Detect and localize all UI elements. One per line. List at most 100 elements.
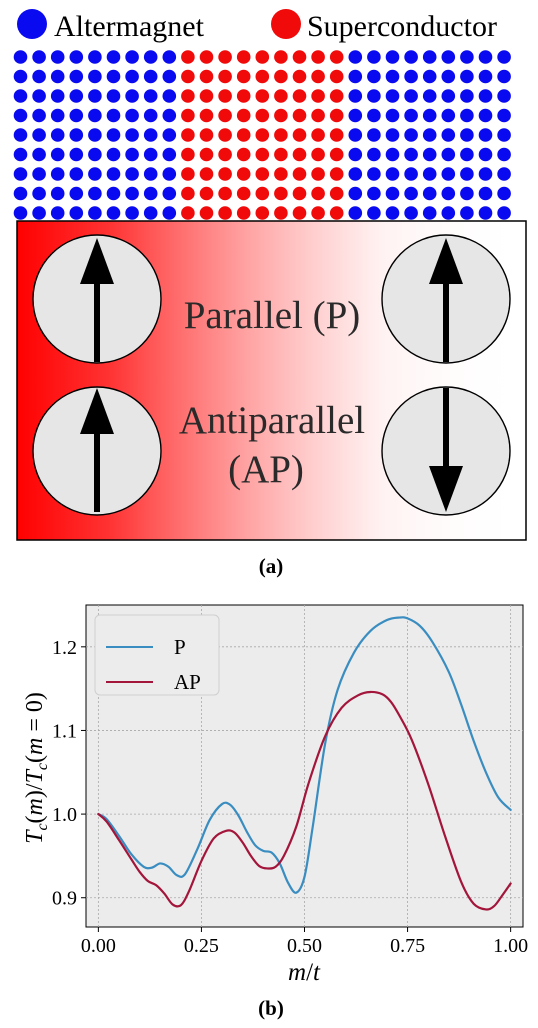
superconductor-site — [181, 108, 195, 123]
altermagnet-site — [143, 206, 158, 220]
altermagnet-site — [69, 108, 84, 123]
altermagnet-site — [13, 128, 28, 142]
altermagnet-site — [404, 147, 418, 162]
figure-a: Altermagnet Superconductor — [13, 9, 527, 578]
altermagnet-site — [106, 108, 121, 123]
superconductor-site — [181, 147, 195, 162]
altermagnet-site — [106, 69, 121, 84]
altermagnet-site — [422, 108, 437, 123]
altermagnet-site — [404, 89, 418, 103]
superconductor-site — [218, 128, 232, 142]
altermagnet-site — [88, 186, 102, 201]
altermagnet-site — [13, 167, 28, 181]
altermagnet-site — [385, 50, 400, 64]
altermagnet-site — [162, 108, 177, 123]
superconductor-site — [199, 89, 214, 103]
altermagnet-site — [69, 167, 84, 181]
altermagnet-site — [162, 89, 177, 103]
altermagnet-site — [497, 69, 511, 84]
superconductor-site — [274, 69, 288, 84]
legend-label-ap: AP — [174, 670, 201, 694]
altermagnet-legend-marker — [17, 9, 47, 39]
altermagnet-site — [348, 206, 363, 220]
superconductor-site — [329, 128, 344, 142]
superconductor-site — [218, 147, 232, 162]
superconductor-site — [255, 89, 270, 103]
superconductor-site — [255, 206, 270, 220]
altermagnet-site — [32, 89, 46, 103]
superconductor-site — [255, 186, 270, 201]
altermagnet-site — [106, 167, 121, 181]
superconductor-site — [311, 206, 325, 220]
antiparallel-abbrev-label: (AP) — [228, 448, 304, 491]
superconductor-site — [199, 128, 214, 142]
altermagnet-site — [50, 128, 65, 142]
superconductor-site — [311, 89, 325, 103]
superconductor-site — [255, 50, 270, 64]
altermagnet-site — [478, 128, 493, 142]
altermagnet-site — [32, 108, 46, 123]
altermagnet-site — [50, 108, 65, 123]
arrow-up-icon — [80, 238, 114, 362]
altermagnet-site — [460, 108, 474, 123]
altermagnet-site — [367, 89, 381, 103]
altermagnet-site — [460, 128, 474, 142]
altermagnet-site — [478, 147, 493, 162]
altermagnet-site — [422, 69, 437, 84]
altermagnet-site — [143, 167, 158, 181]
superconductor-site — [181, 186, 195, 201]
altermagnet-site — [106, 147, 121, 162]
altermagnet-site — [125, 167, 139, 181]
altermagnet-site — [106, 128, 121, 142]
superconductor-site — [181, 89, 195, 103]
altermagnet-site — [32, 147, 46, 162]
altermagnet-site — [441, 186, 456, 201]
superconductor-site — [255, 69, 270, 84]
altermagnet-site — [497, 186, 511, 201]
y-tick-label: 1.2 — [52, 637, 77, 659]
altermagnet-site — [13, 69, 28, 84]
superconductor-site — [329, 206, 344, 220]
altermagnet-site — [441, 69, 456, 84]
altermagnet-site — [143, 69, 158, 84]
altermagnet-site — [404, 167, 418, 181]
altermagnet-site — [385, 69, 400, 84]
altermagnet-site — [385, 167, 400, 181]
altermagnet-site — [497, 147, 511, 162]
altermagnet-site — [50, 186, 65, 201]
antiparallel-label: Antiparallel — [179, 399, 365, 442]
series-line-ap — [97, 690, 512, 911]
spin-left-bottom — [32, 386, 162, 516]
altermagnet-site — [50, 206, 65, 220]
altermagnet-site — [13, 108, 28, 123]
superconductor-site — [199, 186, 214, 201]
altermagnet-site — [125, 50, 139, 64]
y-tick-label: 0.9 — [52, 888, 77, 910]
altermagnet-site — [125, 69, 139, 84]
altermagnet-site — [13, 89, 28, 103]
x-axis-label: m/t — [288, 959, 321, 986]
altermagnet-site — [478, 167, 493, 181]
superconductor-site — [274, 167, 288, 181]
superconductor-site — [274, 147, 288, 162]
altermagnet-site — [143, 186, 158, 201]
superconductor-site — [199, 147, 214, 162]
superconductor-site — [218, 186, 232, 201]
altermagnet-site — [367, 147, 381, 162]
altermagnet-site — [385, 89, 400, 103]
superconductor-site — [292, 50, 307, 64]
superconductor-site — [181, 69, 195, 84]
superconductor-site — [218, 206, 232, 220]
altermagnet-site — [441, 108, 456, 123]
altermagnet-site — [125, 89, 139, 103]
superconductor-legend-marker — [271, 9, 301, 39]
altermagnet-site — [441, 128, 456, 142]
altermagnet-site — [125, 147, 139, 162]
altermagnet-site — [497, 89, 511, 103]
altermagnet-site — [404, 128, 418, 142]
superconductor-site — [181, 128, 195, 142]
superconductor-legend-label: Superconductor — [307, 10, 497, 43]
altermagnet-site — [162, 69, 177, 84]
series-lines — [97, 616, 512, 911]
altermagnet-site — [385, 206, 400, 220]
